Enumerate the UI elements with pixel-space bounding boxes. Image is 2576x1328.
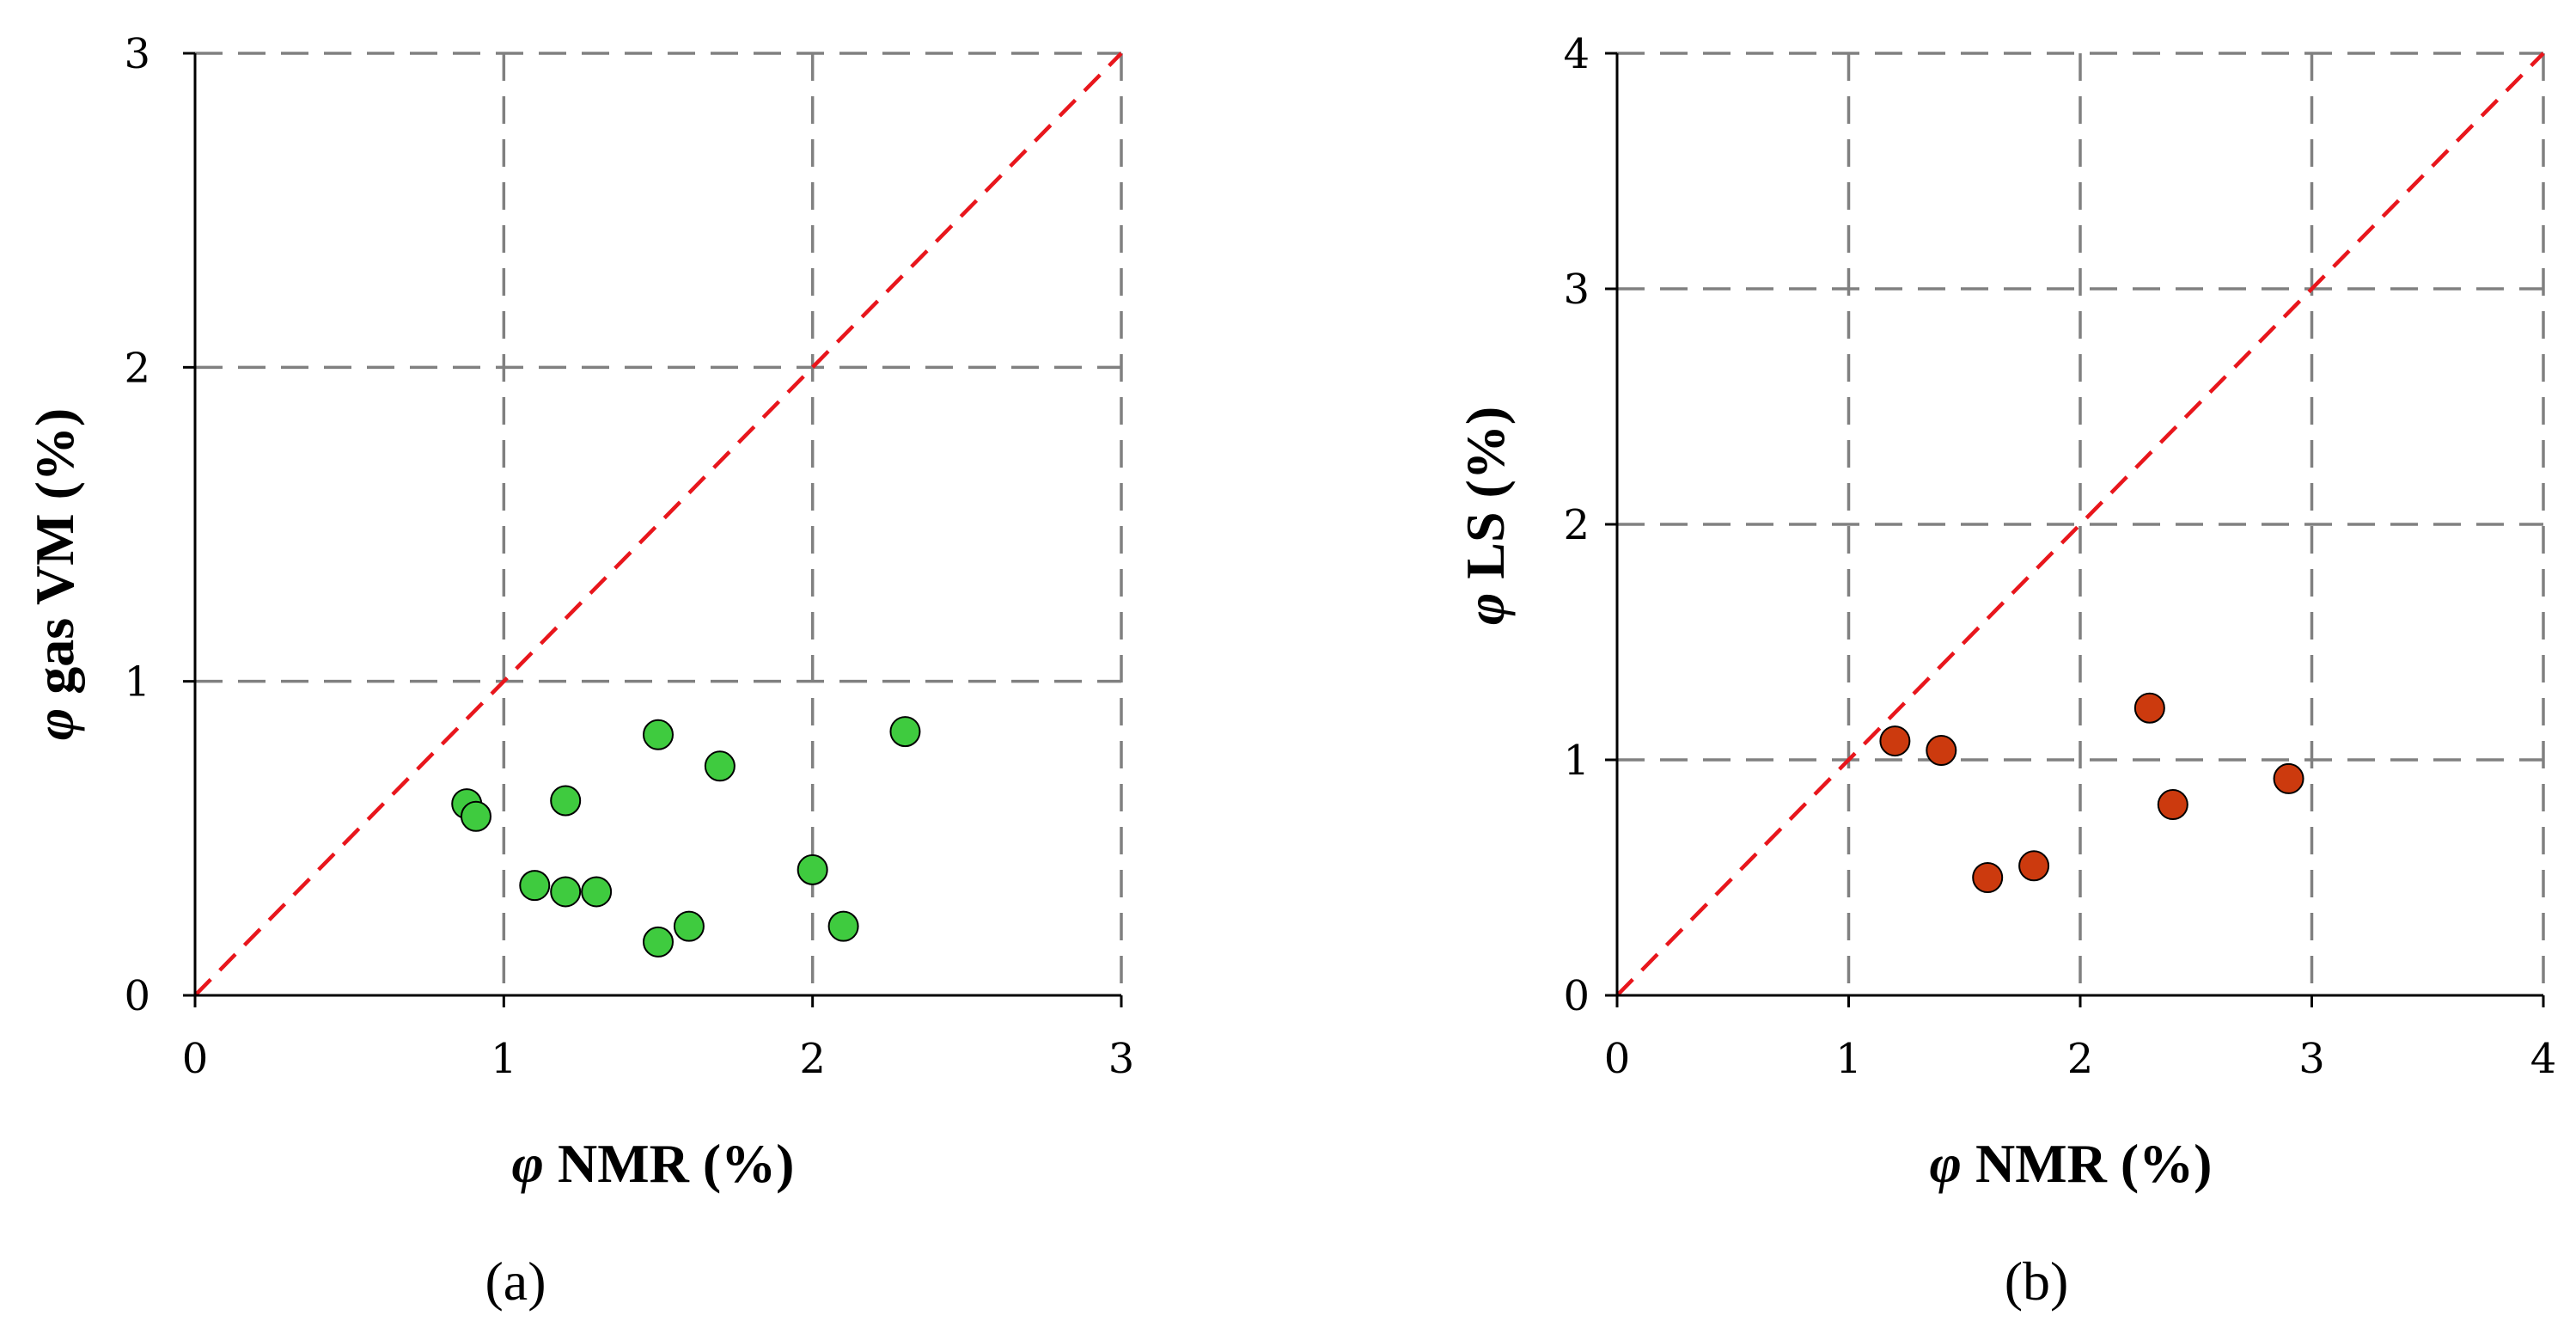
x-tick-label: 4: [2530, 1035, 2557, 1083]
data-point: [2133, 692, 2165, 724]
data-points-a: [451, 716, 921, 958]
data-point: [643, 926, 674, 958]
y-tick-label: 0: [1563, 972, 1590, 1020]
data-point: [550, 876, 582, 908]
data-point: [2157, 789, 2188, 821]
data-point: [550, 785, 582, 817]
data-point: [797, 854, 828, 885]
x-tick-label: 2: [799, 1035, 826, 1083]
x-axis-label-b: φ NMR (%): [1930, 1133, 2213, 1194]
x-tick-label: 1: [491, 1035, 517, 1083]
data-point: [1926, 735, 1957, 767]
y-tick-label: 4: [1563, 30, 1590, 78]
y-tick-label: 2: [124, 344, 150, 392]
panel-label-a: (a): [485, 1251, 546, 1312]
x-tick-label: 3: [2298, 1035, 2325, 1083]
data-point: [2273, 762, 2304, 794]
y-axis-label-a: φ gas VM (%): [24, 408, 85, 740]
grid-b: [1617, 52, 2545, 995]
panel-label-b: (b): [2005, 1251, 2069, 1312]
y-tick-label: 1: [124, 658, 150, 707]
data-point: [889, 716, 921, 748]
y-tick-label: 2: [1563, 501, 1590, 549]
y-tick-label: 1: [1563, 737, 1590, 785]
chart-panel-a: 0 1 2 3 0 1 2 3 φ NMR (%) φ gas VM (%) (a): [24, 30, 1134, 1312]
y-tick-label: 0: [124, 972, 150, 1020]
x-tick-label: 3: [1108, 1035, 1135, 1083]
y-axis-label-b: φ LS (%): [1455, 407, 1516, 625]
data-point: [1879, 725, 1911, 757]
data-point: [519, 870, 551, 902]
x-tick-label: 0: [1604, 1035, 1631, 1083]
data-point: [643, 719, 674, 750]
x-tick-label: 0: [182, 1035, 209, 1083]
reference-line-a: [193, 52, 1123, 997]
data-point: [460, 800, 491, 832]
data-point: [1972, 862, 2004, 893]
y-tick-label: 3: [1563, 266, 1590, 314]
reference-line-b: [1615, 52, 2545, 997]
y-tick-label: 3: [124, 30, 150, 78]
x-tick-label: 1: [1835, 1035, 1862, 1083]
data-point: [581, 876, 613, 908]
tick-labels-a: 0 1 2 3 0 1 2 3: [124, 30, 1134, 1083]
x-tick-label: 2: [2067, 1035, 2094, 1083]
grid-a: [195, 52, 1123, 995]
tick-labels-b: 0 1 2 3 4 0 1 2 3 4: [1563, 30, 2556, 1083]
data-point: [2018, 850, 2050, 882]
data-point: [673, 910, 705, 942]
x-axis-label-a: φ NMR (%): [512, 1133, 795, 1194]
data-points-b: [1879, 692, 2304, 893]
chart-panel-b: 0 1 2 3 4 0 1 2 3 4 φ NMR (%) φ LS (%) (b): [1455, 30, 2556, 1312]
data-point: [704, 750, 736, 782]
data-point: [827, 910, 859, 942]
